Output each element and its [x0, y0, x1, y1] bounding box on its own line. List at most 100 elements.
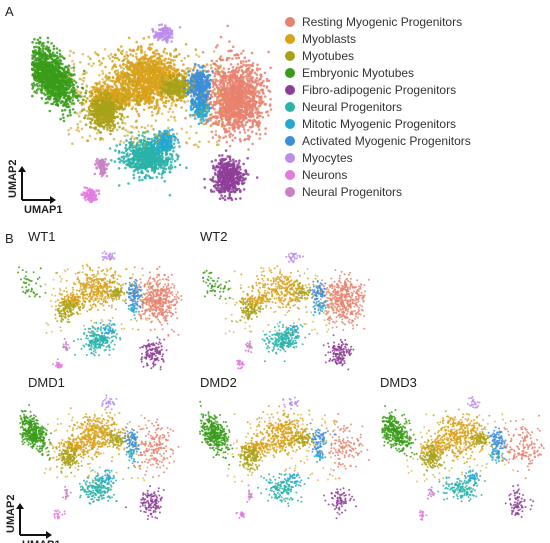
umap-point [258, 95, 262, 99]
umap-point [48, 77, 52, 80]
umap-point [63, 104, 66, 107]
umap-point [258, 104, 262, 107]
umap-point [178, 53, 181, 56]
umap-point [63, 69, 66, 72]
umap-point [40, 53, 43, 56]
umap-point [258, 67, 262, 71]
umap-point [245, 93, 248, 96]
umap-point [221, 58, 225, 62]
umap-point [36, 70, 40, 74]
umap-point [247, 59, 251, 62]
umap-point [133, 77, 136, 81]
umap-point [249, 97, 253, 100]
umap-point [253, 118, 256, 122]
umap-point [75, 96, 79, 99]
umap-point [151, 62, 155, 65]
umap-point [226, 115, 229, 118]
umap-point [61, 109, 64, 112]
umap-point [248, 106, 251, 109]
umap-point [234, 160, 238, 163]
umap-point [89, 122, 93, 125]
umap-point [231, 57, 234, 60]
umap-point [228, 144, 232, 148]
umap-point [176, 90, 179, 93]
umap-point [72, 83, 75, 87]
umap-point [84, 114, 87, 117]
umap-point [250, 63, 253, 67]
umap-point [240, 69, 244, 72]
umap-point [34, 51, 38, 55]
umap-point [251, 94, 254, 97]
umap-point [225, 90, 228, 93]
umap-point [60, 66, 64, 70]
umap-point [151, 82, 154, 86]
umap-point [238, 116, 241, 119]
umap-point [175, 78, 178, 82]
umap-point [108, 125, 111, 128]
umap-point [267, 50, 270, 54]
umap-point [147, 35, 151, 39]
umap-point [187, 54, 190, 58]
panel-label-a: A [5, 4, 14, 19]
umap-point [53, 54, 57, 57]
umap-point [88, 125, 92, 129]
umap-point [59, 59, 63, 63]
umap-point [128, 77, 132, 80]
umap-point [64, 72, 67, 76]
umap-point [247, 100, 251, 103]
umap-point [104, 75, 107, 79]
umap-point [119, 82, 123, 85]
umap-point [212, 83, 216, 86]
umap-point [168, 86, 171, 90]
umap-point [58, 52, 62, 56]
umap-point [38, 40, 42, 44]
umap-point [225, 58, 229, 62]
umap-point [62, 93, 66, 96]
umap-point [76, 99, 80, 102]
umap-point [239, 83, 242, 87]
umap-point [228, 127, 231, 130]
umap-point [230, 113, 234, 116]
umap-point [59, 117, 62, 121]
umap-point [216, 115, 220, 119]
umap-point [219, 35, 223, 39]
umap-point [238, 137, 242, 141]
umap-point [37, 49, 41, 52]
umap-point [252, 91, 255, 94]
umap-point [37, 46, 41, 49]
umap-point [36, 84, 39, 88]
umap-point [225, 130, 229, 133]
umap-point [147, 65, 150, 68]
umap-point [123, 55, 126, 58]
umap-point [180, 106, 183, 109]
umap-point [59, 90, 63, 94]
umap-point [147, 67, 150, 71]
umap-point [268, 90, 272, 93]
umap-point [36, 67, 39, 71]
umap-point [252, 104, 255, 108]
umap-point [148, 96, 152, 99]
umap-point [214, 159, 217, 162]
umap-point [225, 100, 228, 104]
umap-point [162, 101, 165, 104]
umap-point [154, 67, 158, 71]
umap-point [220, 114, 223, 117]
umap-point [54, 73, 58, 77]
umap-point [269, 103, 272, 106]
umap-point [68, 81, 72, 84]
umap-point [214, 168, 217, 172]
umap-point [125, 63, 128, 67]
umap-point [223, 124, 227, 128]
umap-point [33, 59, 37, 62]
umap-point [126, 85, 130, 88]
umap-point [211, 136, 215, 139]
umap-point [138, 75, 142, 78]
umap-point [112, 96, 115, 100]
umap-point [105, 96, 109, 99]
umap-point [49, 81, 53, 85]
umap-point [47, 67, 50, 71]
umap-point [160, 80, 164, 83]
umap-point [52, 94, 55, 97]
umap-point [228, 135, 232, 139]
umap-point [258, 77, 262, 81]
